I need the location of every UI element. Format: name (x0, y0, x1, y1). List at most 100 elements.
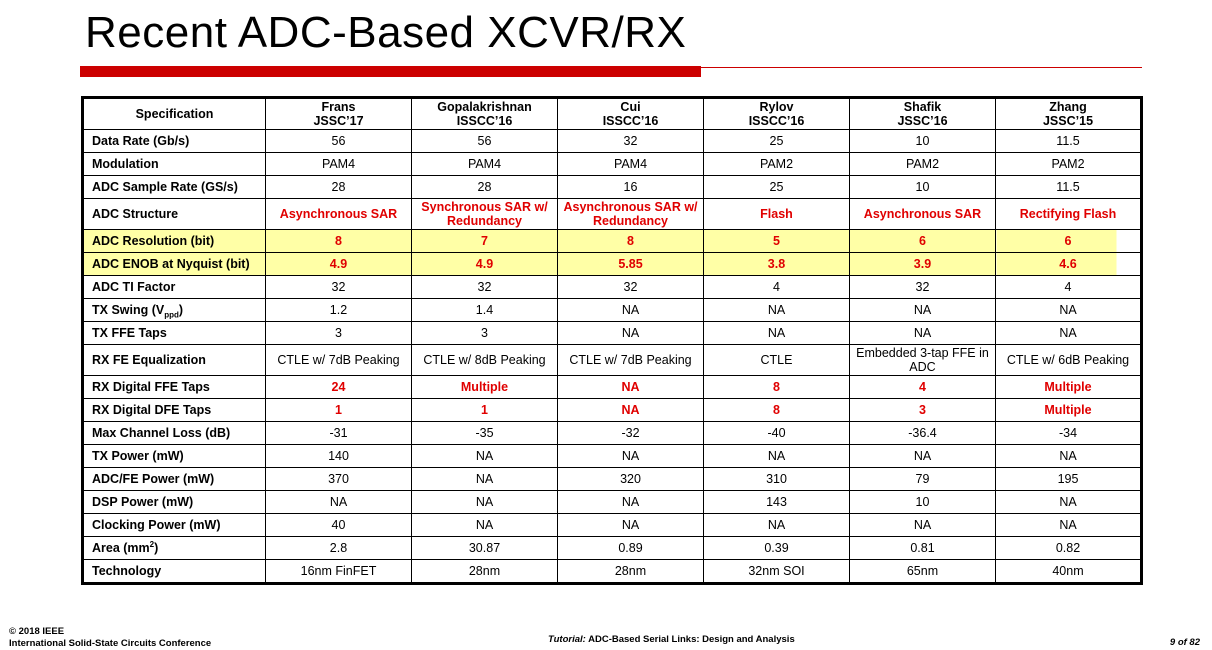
row-label: Technology (82, 559, 266, 584)
table-cell: 28nm (557, 559, 704, 584)
table-cell: -40 (703, 421, 850, 445)
table-cell: NA (411, 444, 558, 468)
table-cell: PAM4 (411, 152, 558, 176)
table-cell: 195 (995, 467, 1142, 491)
table-cell: 5.85 (557, 252, 704, 276)
table-cell: NA (703, 298, 850, 322)
table-cell: 28nm (411, 559, 558, 584)
table-cell: 10 (849, 129, 996, 153)
title-underline-bar (80, 66, 701, 77)
row-label: RX FE Equalization (82, 344, 266, 376)
table-row: Area (mm2) 2.8 30.87 0.89 0.39 0.81 0.82 (82, 536, 1142, 560)
table-cell: Flash (703, 198, 850, 230)
table-cell: PAM2 (995, 152, 1142, 176)
table-cell: CTLE w/ 8dB Peaking (411, 344, 558, 376)
table-row: RX Digital FFE Taps 24 Multiple NA 8 4 Multipl… (82, 375, 1142, 399)
table-row: Max Channel Loss (dB) -31 -35 -32 -40 -36.4 -3… (82, 421, 1142, 445)
row-label: Modulation (82, 152, 266, 176)
row-label: TX Power (mW) (82, 444, 266, 468)
table-cell: 40nm (995, 559, 1142, 584)
table-cell: 1.4 (411, 298, 558, 322)
table-cell: Asynchronous SAR (849, 198, 996, 230)
table-cell: NA (557, 375, 704, 399)
table-cell: 1 (411, 398, 558, 422)
table-cell: NA (995, 513, 1142, 537)
table-cell: 0.89 (557, 536, 704, 560)
table-row: DSP Power (mW) NA NA NA 143 10 NA (82, 490, 1142, 514)
table-cell: 7 (411, 229, 558, 253)
table-cell: 32 (557, 275, 704, 299)
table-cell: NA (557, 444, 704, 468)
row-label: ADC TI Factor (82, 275, 266, 299)
table-cell: 4.6 (995, 252, 1142, 276)
table-cell: 65nm (849, 559, 996, 584)
table-cell: NA (849, 513, 996, 537)
table-cell: NA (411, 513, 558, 537)
table-cell: Multiple (995, 398, 1142, 422)
table-cell: -32 (557, 421, 704, 445)
table-cell: NA (557, 513, 704, 537)
table-row: ADC/FE Power (mW) 370 NA 320 310 79 195 (82, 467, 1142, 491)
header-specification: Specification (82, 97, 266, 130)
row-label: ADC Sample Rate (GS/s) (82, 175, 266, 199)
table-cell: NA (411, 467, 558, 491)
table-cell: 40 (265, 513, 412, 537)
table-row: ADC Structure Asynchronous SAR Synchronous… (82, 198, 1142, 230)
table-cell: 1.2 (265, 298, 412, 322)
table-cell: 32 (265, 275, 412, 299)
table-row: Technology 16nm FinFET 28nm 28nm 32nm SOI 65n… (82, 559, 1142, 584)
table-cell: 0.39 (703, 536, 850, 560)
table-cell: NA (703, 444, 850, 468)
header-col-2: Cui ISSCC’16 (557, 97, 704, 130)
table-cell: 8 (703, 398, 850, 422)
table-cell: NA (557, 298, 704, 322)
table-cell: Multiple (995, 375, 1142, 399)
table-cell: 11.5 (995, 175, 1142, 199)
slide-title: Recent ADC-Based XCVR/RX (85, 8, 687, 57)
table-cell: PAM4 (265, 152, 412, 176)
table-cell: 370 (265, 467, 412, 491)
table-cell: 16nm FinFET (265, 559, 412, 584)
table-cell: NA (265, 490, 412, 514)
table-row: ADC ENOB at Nyquist (bit) 4.9 4.9 5.85 3.8 3.… (82, 252, 1142, 276)
table-cell: 5 (703, 229, 850, 253)
table-cell: 25 (703, 175, 850, 199)
footer-tutorial: Tutorial: ADC-Based Serial Links: Design… (548, 634, 795, 645)
table-cell: NA (995, 490, 1142, 514)
table-body: Data Rate (Gb/s) 56 56 32 25 10 11.5 Modulation… (82, 129, 1142, 584)
table-cell: 32nm SOI (703, 559, 850, 584)
table-cell: 3 (411, 321, 558, 345)
table-cell: 32 (411, 275, 558, 299)
table-cell: 6 (849, 229, 996, 253)
table-cell: 32 (557, 129, 704, 153)
table-row: Clocking Power (mW) 40 NA NA NA NA NA (82, 513, 1142, 537)
table-cell: 2.8 (265, 536, 412, 560)
table-cell: 3.9 (849, 252, 996, 276)
table-row: Data Rate (Gb/s) 56 56 32 25 10 11.5 (82, 129, 1142, 153)
table-cell: 28 (411, 175, 558, 199)
table-cell: Synchronous SAR w/ Redundancy (411, 198, 558, 230)
table-cell: Rectifying Flash (995, 198, 1142, 230)
row-label: ADC Structure (82, 198, 266, 230)
table-cell: 4 (849, 375, 996, 399)
row-label: RX Digital FFE Taps (82, 375, 266, 399)
table-cell: 4 (995, 275, 1142, 299)
header-col-3: Rylov ISSCC’16 (703, 97, 850, 130)
table-cell: 310 (703, 467, 850, 491)
table-cell: 79 (849, 467, 996, 491)
table-cell: 24 (265, 375, 412, 399)
row-label: Clocking Power (mW) (82, 513, 266, 537)
table-cell: Multiple (411, 375, 558, 399)
header-col-1: Gopalakrishnan ISSCC’16 (411, 97, 558, 130)
table-header-row: Specification Frans JSSC’17 Gopalakrishna… (82, 97, 1142, 130)
table-row: ADC Resolution (bit) 8 7 8 5 6 6 (82, 229, 1142, 253)
spec-comparison-table: Specification Frans JSSC’17 Gopalakrishna… (81, 96, 1143, 585)
footer-copyright: © 2018 IEEE International Solid-State Ci… (9, 626, 212, 649)
row-label: ADC/FE Power (mW) (82, 467, 266, 491)
table-cell: 4 (703, 275, 850, 299)
header-col-4: Shafik JSSC’16 (849, 97, 996, 130)
table-cell: 56 (411, 129, 558, 153)
table-cell: NA (995, 444, 1142, 468)
table-cell: -35 (411, 421, 558, 445)
table-cell: 4.9 (411, 252, 558, 276)
